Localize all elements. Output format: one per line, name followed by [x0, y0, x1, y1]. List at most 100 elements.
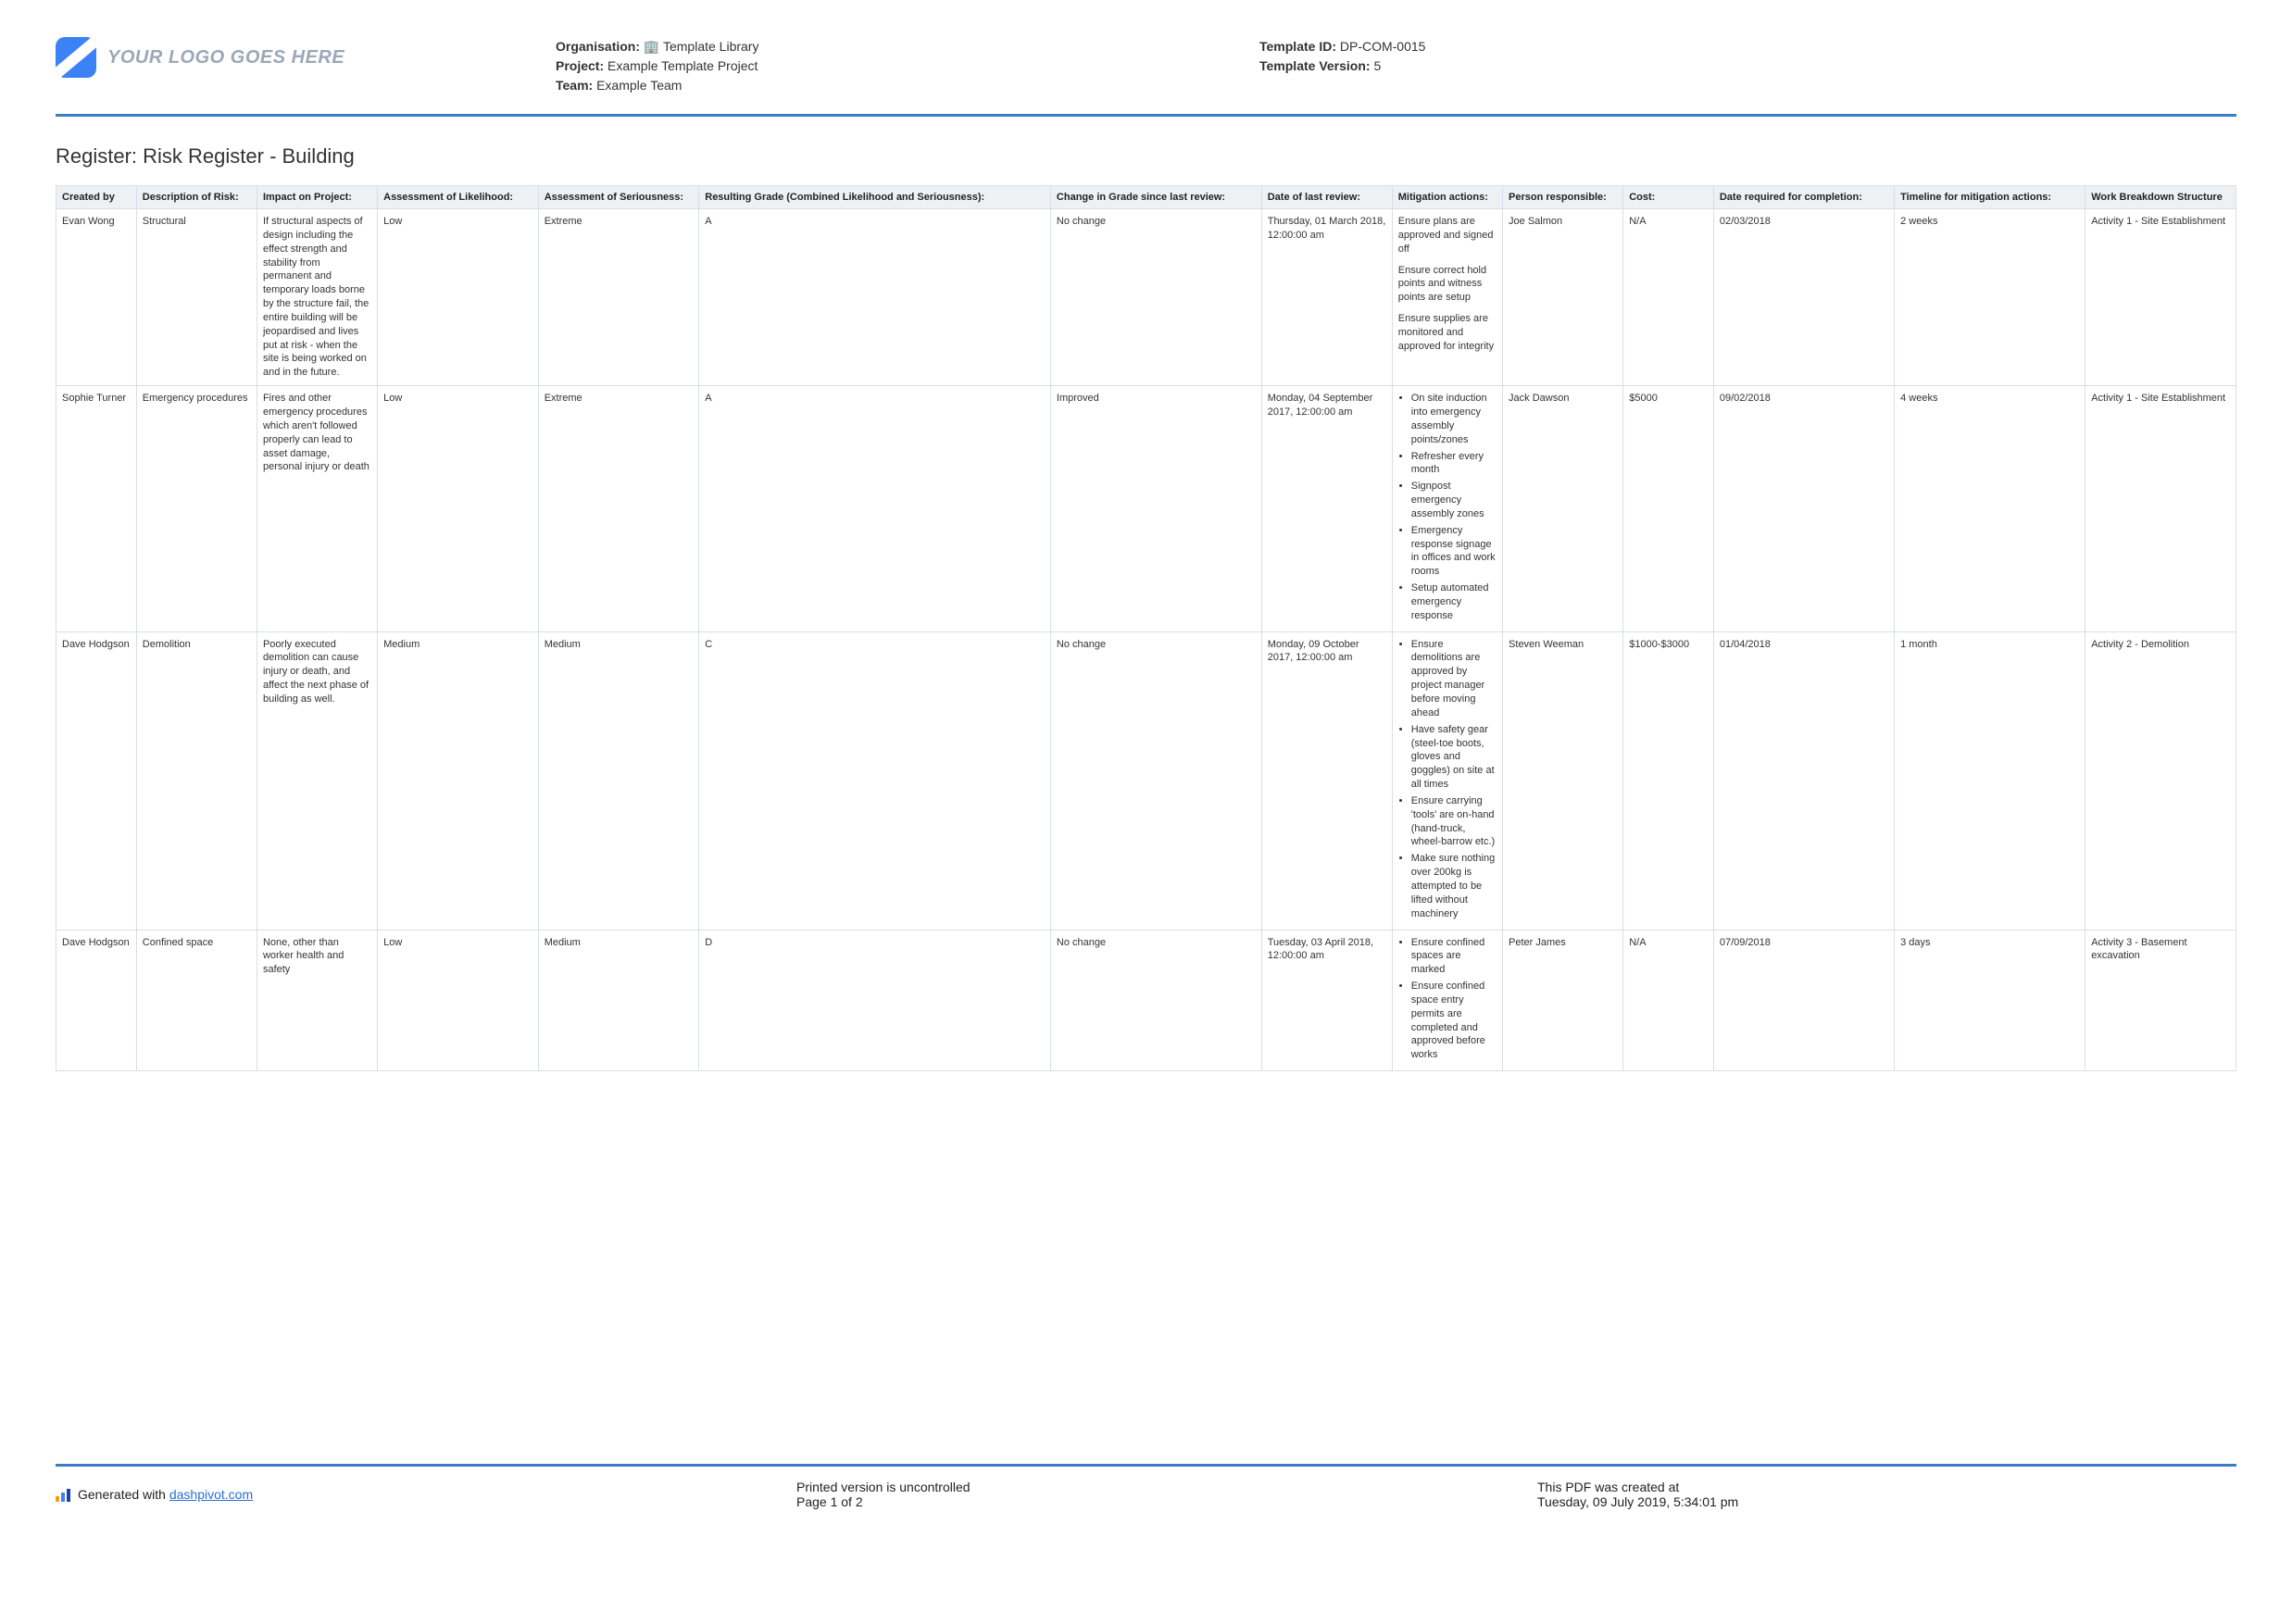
column-header: Date of last review: — [1261, 186, 1392, 209]
cell: Sophie Turner — [56, 386, 137, 632]
column-header: Person responsible: — [1503, 186, 1623, 209]
cell: Thursday, 01 March 2018, 12:00:00 am — [1261, 209, 1392, 386]
column-header: Assessment of Likelihood: — [378, 186, 539, 209]
cell: A — [699, 386, 1051, 632]
cell: Steven Weeman — [1503, 631, 1623, 930]
cell: Improved — [1050, 386, 1261, 632]
project-value: Example Template Project — [607, 58, 758, 73]
logo-text: YOUR LOGO GOES HERE — [107, 47, 344, 69]
column-header: Created by — [56, 186, 137, 209]
cell: 1 month — [1895, 631, 2085, 930]
org-value: 🏢 Template Library — [644, 39, 759, 54]
cell: Evan Wong — [56, 209, 137, 386]
cell: 07/09/2018 — [1713, 930, 1894, 1071]
cell: Monday, 09 October 2017, 12:00:00 am — [1261, 631, 1392, 930]
cell: D — [699, 930, 1051, 1071]
template-id-value: DP-COM-0015 — [1340, 39, 1426, 54]
mitigation-cell: On site induction into emergency assembl… — [1392, 386, 1502, 632]
team-label: Team: — [556, 78, 593, 93]
cell: No change — [1050, 209, 1261, 386]
cell: Medium — [538, 631, 699, 930]
footer-left: Generated with dashpivot.com — [56, 1480, 796, 1509]
team-value: Example Team — [596, 78, 682, 93]
column-header: Change in Grade since last review: — [1050, 186, 1261, 209]
column-header: Work Breakdown Structure — [2085, 186, 2236, 209]
document-header: YOUR LOGO GOES HERE Organisation: 🏢 Temp… — [56, 37, 2236, 117]
mitigation-cell: Ensure plans are approved and signed off… — [1392, 209, 1502, 386]
cell: 02/03/2018 — [1713, 209, 1894, 386]
page-number: Page 1 of 2 — [796, 1494, 1537, 1509]
table-row: Evan WongStructuralIf structural aspects… — [56, 209, 2236, 386]
cell: Jack Dawson — [1503, 386, 1623, 632]
cell: Low — [378, 386, 539, 632]
cell: Poorly executed demolition can cause inj… — [257, 631, 377, 930]
cell: No change — [1050, 631, 1261, 930]
template-version-label: Template Version: — [1259, 58, 1371, 73]
generated-link[interactable]: dashpivot.com — [169, 1487, 253, 1502]
column-header: Impact on Project: — [257, 186, 377, 209]
cell: 2 weeks — [1895, 209, 2085, 386]
cell: Joe Salmon — [1503, 209, 1623, 386]
cell: Dave Hodgson — [56, 631, 137, 930]
cell: Medium — [538, 930, 699, 1071]
cell: No change — [1050, 930, 1261, 1071]
generated-label: Generated with — [78, 1487, 169, 1502]
cell: Tuesday, 03 April 2018, 12:00:00 am — [1261, 930, 1392, 1071]
risk-table: Created byDescription of Risk:Impact on … — [56, 185, 2236, 1071]
table-body: Evan WongStructuralIf structural aspects… — [56, 209, 2236, 1071]
table-row: Dave HodgsonDemolitionPoorly executed de… — [56, 631, 2236, 930]
mitigation-cell: Ensure demolitions are approved by proje… — [1392, 631, 1502, 930]
cell: Activity 1 - Site Establishment — [2085, 209, 2236, 386]
cell: Confined space — [136, 930, 257, 1071]
cell: 4 weeks — [1895, 386, 2085, 632]
table-row: Dave HodgsonConfined spaceNone, other th… — [56, 930, 2236, 1071]
column-header: Resulting Grade (Combined Likelihood and… — [699, 186, 1051, 209]
cell: If structural aspects of design includin… — [257, 209, 377, 386]
cell: Low — [378, 209, 539, 386]
cell: $1000-$3000 — [1623, 631, 1714, 930]
cell: 3 days — [1895, 930, 2085, 1071]
created-value: Tuesday, 09 July 2019, 5:34:01 pm — [1537, 1494, 2236, 1509]
cell: $5000 — [1623, 386, 1714, 632]
bar-chart-icon — [56, 1487, 70, 1502]
project-label: Project: — [556, 58, 604, 73]
cell: N/A — [1623, 209, 1714, 386]
column-header: Cost: — [1623, 186, 1714, 209]
template-id-label: Template ID: — [1259, 39, 1336, 54]
risk-table-wrap: Created byDescription of Risk:Impact on … — [56, 185, 2236, 1071]
cell: C — [699, 631, 1051, 930]
cell: Activity 1 - Site Establishment — [2085, 386, 2236, 632]
cell: Monday, 04 September 2017, 12:00:00 am — [1261, 386, 1392, 632]
logo-area: YOUR LOGO GOES HERE — [56, 37, 556, 78]
cell: Extreme — [538, 209, 699, 386]
column-header: Timeline for mitigation actions: — [1895, 186, 2085, 209]
page-title: Register: Risk Register - Building — [56, 144, 2236, 169]
cell: Extreme — [538, 386, 699, 632]
cell: 09/02/2018 — [1713, 386, 1894, 632]
cell: None, other than worker health and safet… — [257, 930, 377, 1071]
table-row: Sophie TurnerEmergency proceduresFires a… — [56, 386, 2236, 632]
logo-icon — [56, 37, 96, 78]
cell: Structural — [136, 209, 257, 386]
cell: A — [699, 209, 1051, 386]
footer-right: This PDF was created at Tuesday, 09 July… — [1537, 1480, 2236, 1509]
column-header: Assessment of Seriousness: — [538, 186, 699, 209]
cell: Activity 2 - Demolition — [2085, 631, 2236, 930]
document-footer: Generated with dashpivot.com Printed ver… — [56, 1464, 2236, 1509]
mitigation-cell: Ensure confined spaces are markedEnsure … — [1392, 930, 1502, 1071]
cell: Fires and other emergency procedures whi… — [257, 386, 377, 632]
cell: Emergency procedures — [136, 386, 257, 632]
cell: Medium — [378, 631, 539, 930]
cell: Dave Hodgson — [56, 930, 137, 1071]
cell: N/A — [1623, 930, 1714, 1071]
cell: Low — [378, 930, 539, 1071]
uncontrolled-text: Printed version is uncontrolled — [796, 1480, 1537, 1494]
cell: 01/04/2018 — [1713, 631, 1894, 930]
meta-right: Template ID: DP-COM-0015 Template Versio… — [1259, 37, 2236, 76]
column-header: Date required for completion: — [1713, 186, 1894, 209]
meta-left: Organisation: 🏢 Template Library Project… — [556, 37, 1259, 95]
template-version-value: 5 — [1373, 58, 1381, 73]
footer-center: Printed version is uncontrolled Page 1 o… — [796, 1480, 1537, 1509]
table-header-row: Created byDescription of Risk:Impact on … — [56, 186, 2236, 209]
org-label: Organisation: — [556, 39, 640, 54]
